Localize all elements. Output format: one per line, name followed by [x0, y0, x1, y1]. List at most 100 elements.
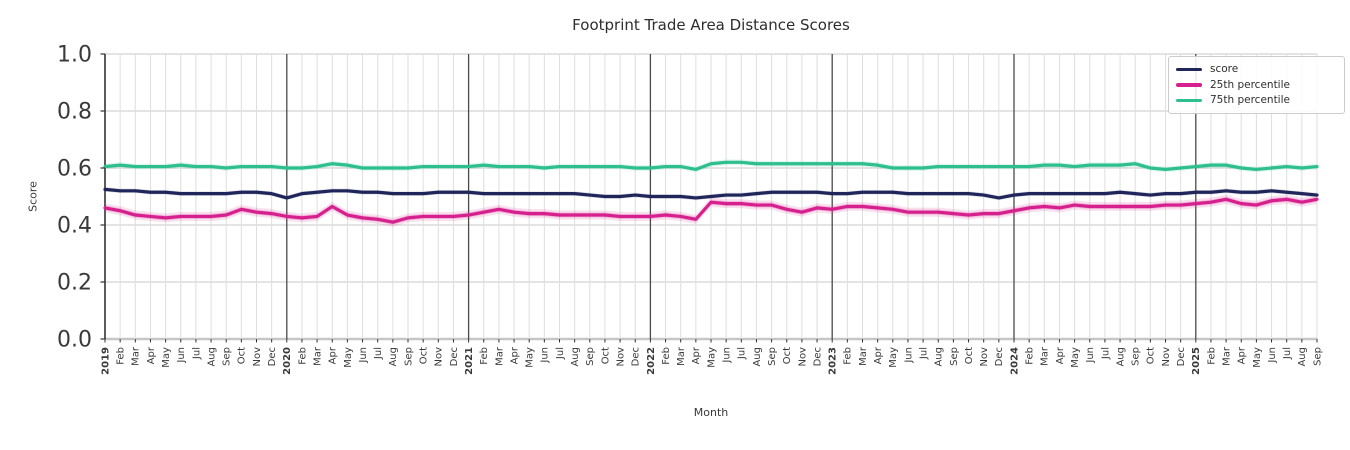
- x-tick-label: Nov: [616, 347, 627, 367]
- legend-label-75th-percentile: 75th percentile: [1210, 94, 1290, 107]
- x-tick-label: Dec: [449, 347, 460, 366]
- x-tick-label: May: [525, 347, 536, 368]
- x-tick-label: Feb: [479, 347, 490, 365]
- x-tick-label: Nov: [979, 347, 990, 367]
- x-tick-label: Oct: [1146, 347, 1157, 364]
- x-tick-label-year: 2023: [828, 347, 839, 375]
- x-tick-label: Feb: [1025, 347, 1036, 365]
- x-tick-label: Nov: [1161, 347, 1172, 367]
- x-tick-label: Jun: [1085, 347, 1096, 364]
- legend-swatch-25th-percentile: [1176, 83, 1202, 87]
- x-tick-label-year: 2022: [646, 347, 657, 375]
- legend: score 25th percentile 75th percentile: [1168, 56, 1345, 114]
- x-tick-label: Nov: [797, 347, 808, 367]
- x-tick-label: Aug: [388, 347, 399, 367]
- chart-title: Footprint Trade Area Distance Scores: [572, 16, 850, 34]
- x-tick-label: Aug: [206, 347, 217, 367]
- x-tick-label: Sep: [222, 347, 233, 366]
- x-tick-label: Dec: [631, 347, 642, 366]
- x-tick-label: Jul: [191, 347, 202, 360]
- x-tick-label: Nov: [252, 347, 263, 367]
- x-tick-label: Oct: [419, 347, 430, 364]
- x-tick-label: Mar: [858, 346, 869, 366]
- x-tick-label: Apr: [1237, 346, 1248, 364]
- x-tick-label: Jul: [555, 347, 566, 360]
- x-tick-label: Aug: [1115, 347, 1126, 367]
- x-tick-label: Aug: [752, 347, 763, 367]
- x-tick-label: Jun: [1267, 347, 1278, 364]
- legend-swatch-75th-percentile: [1176, 98, 1202, 103]
- x-tick-label: Apr: [146, 346, 157, 364]
- x-tick-label: Mar: [1040, 346, 1051, 366]
- x-tick-label: Oct: [237, 347, 248, 364]
- x-tick-label: Mar: [494, 346, 505, 366]
- x-tick-label: Sep: [1312, 347, 1323, 366]
- x-tick-label: Jun: [540, 347, 551, 364]
- x-tick-label: Jul: [1100, 347, 1111, 360]
- x-tick-label: Dec: [812, 347, 823, 366]
- series-line-25th-percentile: [103, 197, 1319, 224]
- y-tick-label: 0.4: [57, 213, 92, 238]
- x-tick-label: Dec: [1176, 347, 1187, 366]
- legend-item-25th-percentile: 25th percentile: [1176, 78, 1336, 93]
- x-tick-label: Oct: [782, 347, 793, 364]
- x-tick-label: Sep: [585, 347, 596, 366]
- x-tick-label: Apr: [509, 346, 520, 364]
- x-tick-label: Feb: [1206, 347, 1217, 365]
- x-tick-label: May: [888, 347, 899, 368]
- x-axis-label: Month: [693, 406, 729, 419]
- x-tick-label: Feb: [843, 347, 854, 365]
- x-tick-label: May: [343, 347, 354, 368]
- legend-item-75th-percentile: 75th percentile: [1176, 93, 1336, 108]
- x-tick-label: Sep: [403, 347, 414, 366]
- x-tick-label: Mar: [313, 346, 324, 366]
- x-tick-label: May: [1070, 347, 1081, 368]
- x-tick-label: May: [1252, 347, 1263, 368]
- x-tick-label: Apr: [1055, 346, 1066, 364]
- series-line-score: [103, 187, 1319, 200]
- x-tick-label: Nov: [434, 347, 445, 367]
- x-tick-label: Mar: [131, 346, 142, 366]
- x-tick-label: Jul: [919, 347, 930, 360]
- y-tick-label: 0.0: [57, 327, 92, 352]
- x-tick-label: Mar: [1222, 346, 1233, 366]
- y-tick-label: 0.6: [57, 156, 92, 181]
- x-tick-label: Mar: [676, 346, 687, 366]
- legend-label-25th-percentile: 25th percentile: [1210, 78, 1290, 91]
- y-tick-label: 0.8: [57, 99, 92, 124]
- x-tick-label: Apr: [691, 346, 702, 364]
- x-tick-label: Aug: [934, 347, 945, 367]
- confidence-band-score: [105, 187, 1317, 201]
- x-tick-label: Feb: [661, 347, 672, 365]
- x-tick-label: Jul: [373, 347, 384, 360]
- x-tick-label: Jun: [903, 347, 914, 364]
- x-tick-label-year: 2021: [464, 347, 475, 375]
- x-tick-label: Oct: [600, 347, 611, 364]
- x-tick-label: Aug: [570, 347, 581, 367]
- legend-item-score: score: [1176, 62, 1336, 77]
- x-tick-label: Dec: [994, 347, 1005, 366]
- x-tick-label: May: [161, 347, 172, 368]
- x-tick-label: Sep: [949, 347, 960, 366]
- x-tick-label: May: [706, 347, 717, 368]
- series-line-75th-percentile: [103, 160, 1319, 172]
- x-tick-label: Sep: [1131, 347, 1142, 366]
- x-tick-label: Apr: [873, 346, 884, 364]
- legend-label-score: score: [1210, 63, 1239, 76]
- x-tick-label: Dec: [267, 347, 278, 366]
- x-tick-label: Apr: [328, 346, 339, 364]
- legend-swatch-score: [1176, 67, 1202, 72]
- x-tick-label: Oct: [964, 347, 975, 364]
- x-tick-label-year: 2024: [1009, 347, 1020, 375]
- x-tick-label: Jun: [358, 347, 369, 364]
- x-tick-label: Aug: [1297, 347, 1308, 367]
- x-tick-label-year: 2019: [100, 347, 111, 375]
- y-tick-label: 1.0: [57, 42, 92, 67]
- y-axis-label: Score: [26, 181, 40, 212]
- x-tick-label: Jul: [737, 347, 748, 360]
- x-tick-label-year: 2025: [1191, 347, 1202, 375]
- x-tick-label: Jul: [1282, 347, 1293, 360]
- x-tick-label: Feb: [297, 347, 308, 365]
